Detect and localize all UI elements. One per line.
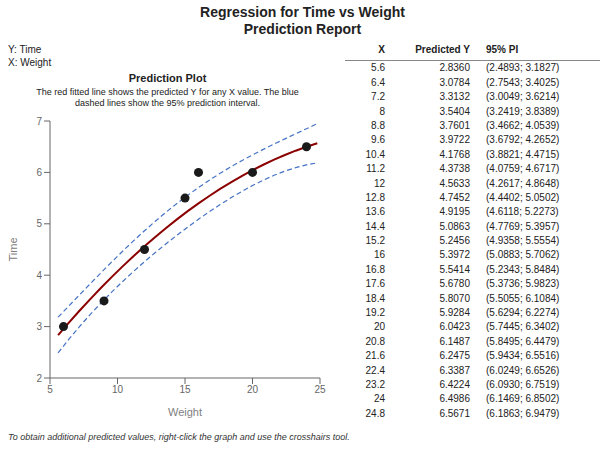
- svg-text:5: 5: [47, 384, 53, 395]
- html-text:(2.7543; 3.4025): (2.7543; 3.4025): [486, 76, 560, 88]
- html-text:(6.0930; 6.7519): (6.0930; 6.7519): [486, 379, 560, 390]
- html-text:21.6: 21.6: [365, 350, 385, 362]
- html-text:4.7452: 4.7452: [439, 191, 470, 203]
- html-text:(4.4402; 5.0502): (4.4402; 5.0502): [486, 191, 560, 203]
- html-text:17.6: 17.6: [365, 278, 385, 290]
- html-text:(4.0759; 4.6717): (4.0759; 4.6717): [486, 163, 560, 175]
- html-text:8: 8: [379, 105, 385, 117]
- html-text:6.4: 6.4: [371, 76, 385, 88]
- html-text:11.2: 11.2: [366, 163, 385, 175]
- html-text:5.2456: 5.2456: [439, 235, 470, 247]
- html-text:6.4986: 6.4986: [439, 393, 470, 405]
- html-text:2.8360: 2.8360: [439, 62, 470, 74]
- html-text:24.8: 24.8: [365, 407, 385, 419]
- html-text:5.8070: 5.8070: [439, 292, 470, 304]
- svg-text:7: 7: [36, 116, 42, 127]
- html-text:(3.2419; 3.8389): (3.2419; 3.8389): [486, 105, 560, 117]
- html-text:3.7601: 3.7601: [439, 120, 470, 131]
- html-text:20.8: 20.8: [365, 335, 385, 347]
- svg-text:3: 3: [36, 321, 42, 332]
- svg-text:25: 25: [314, 384, 326, 395]
- html-text:9.6: 9.6: [371, 134, 385, 146]
- html-text:(4.9358; 5.5554): (4.9358; 5.5554): [486, 235, 560, 247]
- html-text:6.3387: 6.3387: [439, 364, 470, 376]
- html-text:The red fitted line shows the: The red fitted line shows the predicted …: [36, 87, 299, 108]
- html-text:To obtain additional predicted: To obtain additional predicted values, r…: [8, 432, 350, 442]
- html-text:4.3738: 4.3738: [439, 163, 470, 175]
- html-text:5.5414: 5.5414: [439, 263, 470, 275]
- html-text:3.0784: 3.0784: [439, 76, 470, 88]
- html-text:6.5671: 6.5671: [439, 407, 470, 419]
- html-text:6.1487: 6.1487: [439, 335, 470, 347]
- html-text:22.4: 22.4: [365, 364, 385, 376]
- html-text:16: 16: [373, 249, 385, 261]
- html-text:12: 12: [373, 177, 385, 189]
- html-text:13.6: 13.6: [365, 206, 385, 218]
- html-text:8.8: 8.8: [371, 120, 385, 131]
- html-text:(4.2617; 4.8648): (4.2617; 4.8648): [486, 177, 560, 189]
- html-text:20: 20: [373, 321, 385, 333]
- html-text:5.3972: 5.3972: [439, 249, 470, 261]
- svg-text:4: 4: [36, 270, 42, 281]
- html-text:95% PI: 95% PI: [486, 44, 519, 55]
- html-text:(3.8821; 4.4715): (3.8821; 4.4715): [486, 148, 560, 160]
- svg-text:6: 6: [36, 167, 42, 178]
- svg-text:2: 2: [36, 373, 42, 384]
- html-text:3.9722: 3.9722: [439, 134, 470, 146]
- svg-text:Time: Time: [8, 237, 19, 261]
- html-text:5.6: 5.6: [371, 62, 385, 74]
- html-text:Regression for Time vs Weight: Regression for Time vs Weight Prediction…: [200, 4, 405, 37]
- html-text:(5.2343; 5.8484): (5.2343; 5.8484): [486, 263, 560, 275]
- html-text:Prediction Plot: Prediction Plot: [128, 72, 207, 84]
- html-text:19.2: 19.2: [365, 307, 385, 318]
- html-text:(5.0883; 5.7062): (5.0883; 5.7062): [486, 249, 560, 261]
- html-text:7.2: 7.2: [371, 91, 385, 103]
- html-text:23.2: 23.2: [365, 379, 385, 390]
- html-text:(2.4893; 3.1827): (2.4893; 3.1827): [486, 62, 560, 74]
- html-text:5.9284: 5.9284: [439, 307, 470, 318]
- html-text:X: X: [378, 44, 385, 55]
- html-text:(4.7769; 5.3957): (4.7769; 5.3957): [486, 220, 560, 232]
- html-text:X: Weight: X: Weight: [8, 57, 52, 68]
- html-text:3.3132: 3.3132: [439, 91, 470, 103]
- html-text:(5.3736; 5.9823): (5.3736; 5.9823): [486, 278, 560, 290]
- html-text:(5.7445; 6.3402): (5.7445; 6.3402): [486, 321, 560, 333]
- html-text:16.8: 16.8: [365, 263, 385, 275]
- html-text:Predicted Y: Predicted Y: [415, 44, 470, 55]
- html-text:4.1768: 4.1768: [439, 148, 470, 160]
- html-text:5.0863: 5.0863: [439, 220, 470, 232]
- html-text:(4.6118; 5.2273): (4.6118; 5.2273): [486, 206, 559, 218]
- html-text:6.2475: 6.2475: [439, 350, 470, 362]
- html-text:(5.9434; 6.5516): (5.9434; 6.5516): [486, 350, 560, 362]
- html-text:Y: Time: Y: Time: [8, 44, 42, 55]
- html-text:(3.6792; 4.2652): (3.6792; 4.2652): [486, 134, 560, 146]
- html-text:18.4: 18.4: [365, 292, 385, 304]
- html-text:4.9195: 4.9195: [439, 206, 470, 218]
- html-text:3.5404: 3.5404: [439, 105, 470, 117]
- html-text:(5.5055; 6.1084): (5.5055; 6.1084): [486, 292, 560, 304]
- html-text:12.8: 12.8: [365, 191, 385, 203]
- svg-text:10: 10: [112, 384, 124, 395]
- html-text:(3.0049; 3.6214): (3.0049; 3.6214): [486, 91, 560, 103]
- svg-text:20: 20: [247, 384, 259, 395]
- html-text:6.4224: 6.4224: [439, 379, 470, 390]
- html-text:14.4: 14.4: [365, 220, 385, 232]
- html-text:(5.6294; 6.2274): (5.6294; 6.2274): [486, 307, 560, 318]
- html-text:24: 24: [373, 393, 385, 405]
- html-text:5.6780: 5.6780: [439, 278, 470, 290]
- html-text:10.4: 10.4: [365, 148, 385, 160]
- svg-text:Weight: Weight: [168, 406, 202, 418]
- html-text:(3.4662; 4.0539): (3.4662; 4.0539): [486, 120, 560, 131]
- html-text:(5.8495; 6.4479): (5.8495; 6.4479): [486, 335, 560, 347]
- html-text:15.2: 15.2: [365, 235, 385, 247]
- html-text:4.5633: 4.5633: [439, 177, 470, 189]
- html-text:(6.1863; 6.9479): (6.1863; 6.9479): [486, 407, 560, 419]
- svg-text:15: 15: [179, 384, 191, 395]
- html-text:6.0423: 6.0423: [439, 321, 470, 333]
- html-text:(6.1469; 6.8502): (6.1469; 6.8502): [486, 393, 560, 405]
- svg-text:5: 5: [36, 218, 42, 229]
- html-text:(6.0249; 6.6526): (6.0249; 6.6526): [486, 364, 560, 376]
